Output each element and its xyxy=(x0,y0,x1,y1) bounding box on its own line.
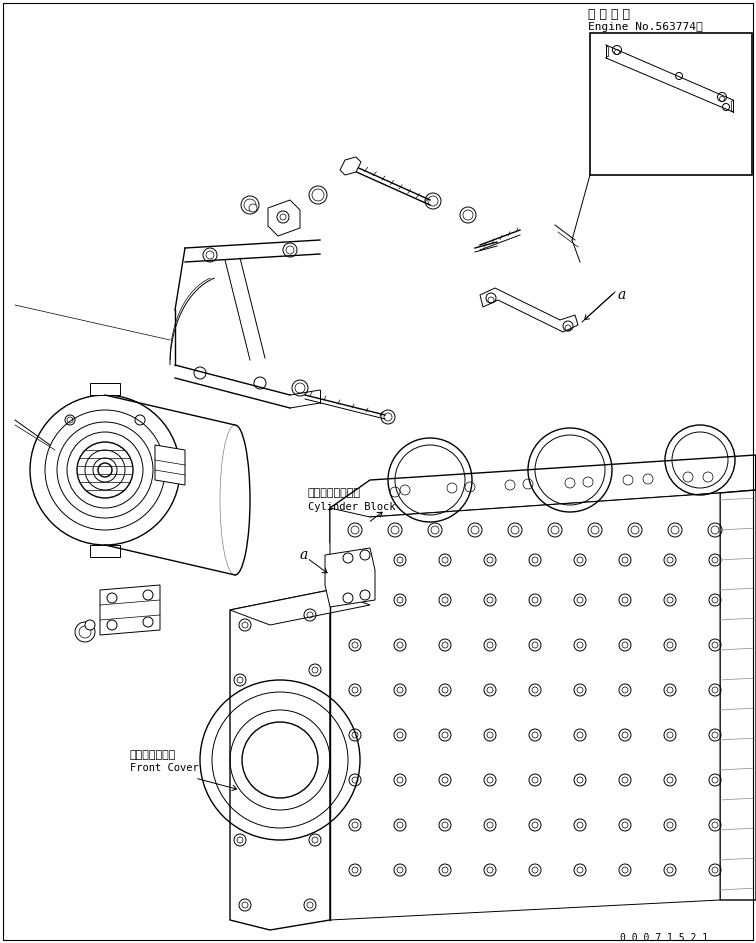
Polygon shape xyxy=(480,288,578,332)
Text: 0 0 0 7 1 5 2 1: 0 0 0 7 1 5 2 1 xyxy=(620,933,708,943)
Text: Engine No.563774～: Engine No.563774～ xyxy=(588,22,703,32)
Polygon shape xyxy=(330,455,756,543)
Polygon shape xyxy=(590,33,752,175)
Polygon shape xyxy=(720,455,756,900)
Polygon shape xyxy=(100,585,160,635)
Text: フロントカバー: フロントカバー xyxy=(130,750,176,760)
Text: a: a xyxy=(618,288,626,302)
Polygon shape xyxy=(325,548,375,607)
Circle shape xyxy=(85,620,95,630)
Circle shape xyxy=(249,204,257,212)
Text: シリンダブロック: シリンダブロック xyxy=(308,488,361,498)
Polygon shape xyxy=(230,590,370,625)
Text: Front Cover: Front Cover xyxy=(130,763,199,773)
Polygon shape xyxy=(155,445,185,485)
Polygon shape xyxy=(330,493,720,920)
Polygon shape xyxy=(230,590,330,930)
Text: Cylinder Block: Cylinder Block xyxy=(308,502,395,512)
Polygon shape xyxy=(340,157,361,175)
Circle shape xyxy=(98,463,112,477)
Text: a: a xyxy=(300,548,308,562)
Polygon shape xyxy=(90,545,120,557)
Polygon shape xyxy=(268,200,300,236)
Polygon shape xyxy=(90,383,120,395)
Text: 適 用 号 機: 適 用 号 機 xyxy=(588,8,630,21)
